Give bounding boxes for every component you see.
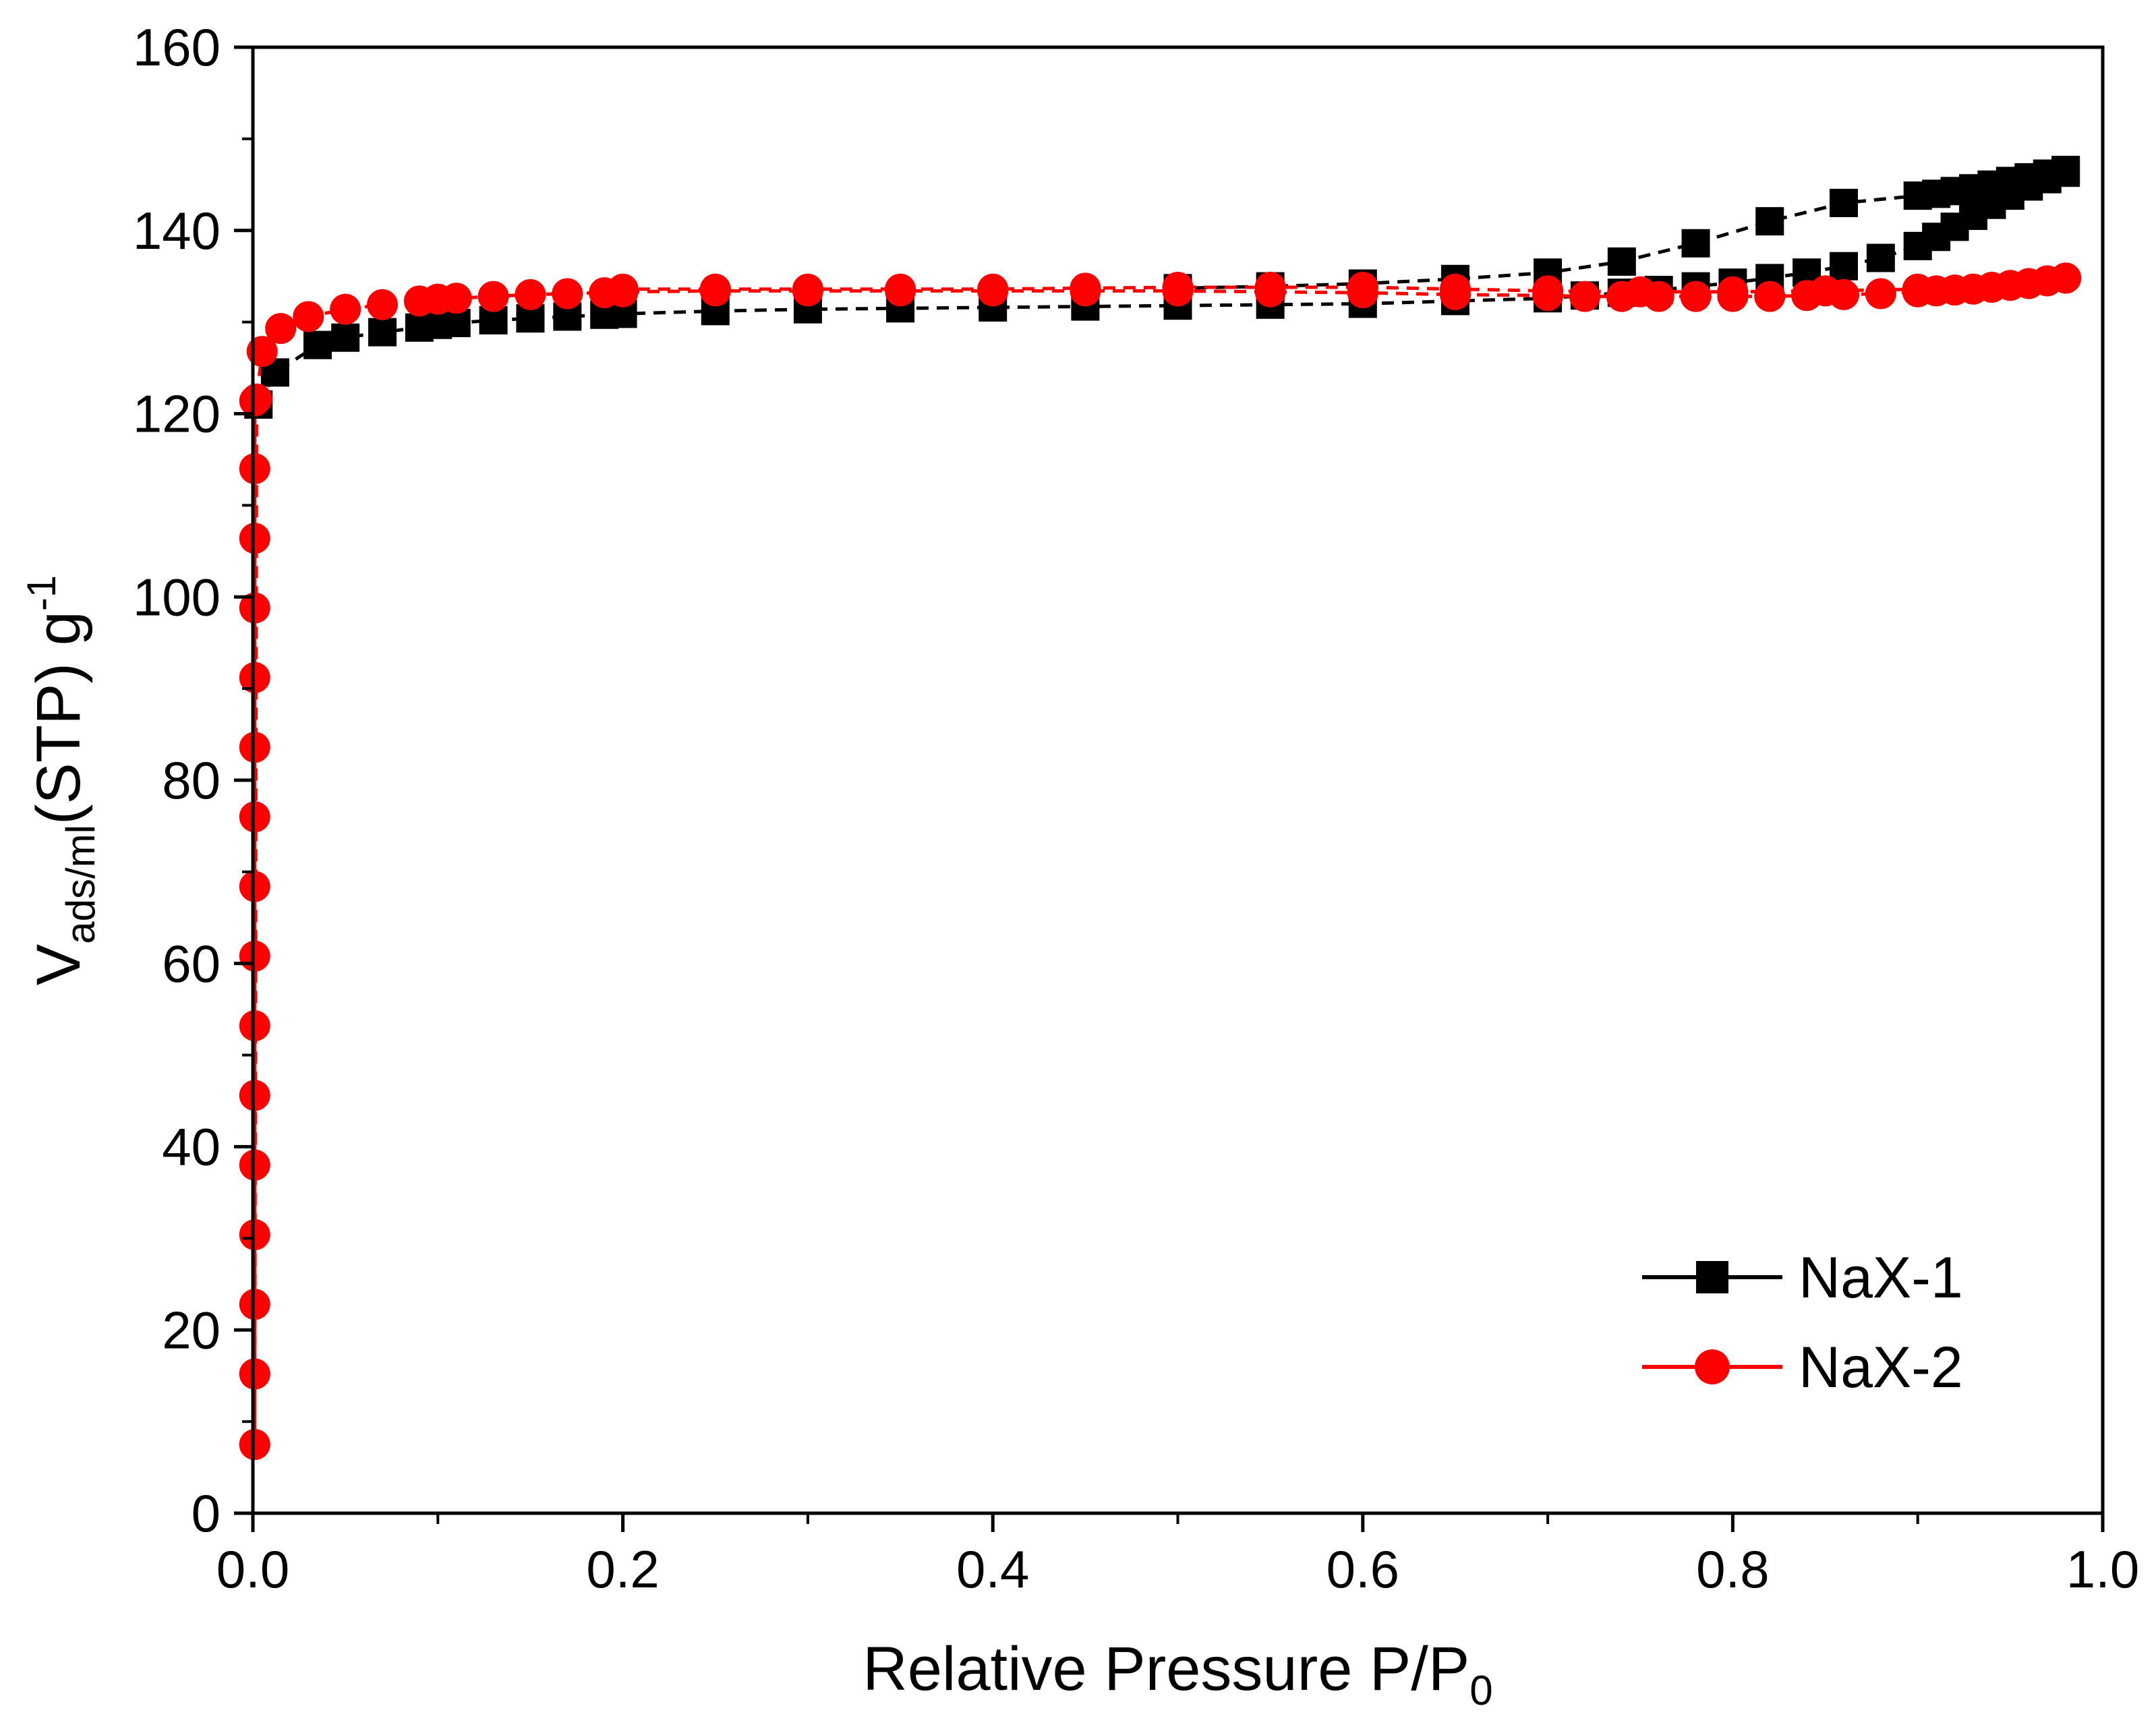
y-axis-title-rest: (STP) g xyxy=(24,611,93,825)
nax-1-desorption-point xyxy=(1903,181,1932,210)
nax-2-adsorption-point xyxy=(1569,281,1600,312)
nax-1-adsorption-point xyxy=(1829,252,1858,281)
nax-2-adsorption-point xyxy=(239,523,270,554)
nax-2-desorption-point xyxy=(885,273,916,305)
nax-2-adsorption-point xyxy=(241,383,272,415)
legend-marker-nax-1 xyxy=(1696,1261,1728,1293)
y-tick-label: 0 xyxy=(192,1484,221,1543)
nax-2-adsorption-point xyxy=(239,662,270,693)
nax-2-adsorption-point xyxy=(239,1289,270,1320)
x-tick-label: 1.0 xyxy=(2066,1540,2139,1599)
legend-label-nax-2: NaX-2 xyxy=(1799,1335,1963,1400)
nax-1-adsorption-point xyxy=(331,323,360,352)
nax-2-desorption-point xyxy=(1532,275,1564,307)
nax-1-adsorption-point xyxy=(303,330,332,359)
nax-2-desorption-point xyxy=(699,273,731,305)
x-axis-title: Relative Pressure P/P0 xyxy=(863,1635,1492,1714)
nax-2-adsorption-point xyxy=(1754,281,1786,312)
y-tick-label: 120 xyxy=(133,384,221,444)
x-axis-ticks: 0.0 0.2 0.4 0.6 0.8 1.0 xyxy=(216,1513,2139,1599)
nax-2-adsorption-point xyxy=(239,871,270,902)
x-tick-label: 0.0 xyxy=(216,1540,289,1599)
x-axis-title-subscript: 0 xyxy=(1469,1668,1492,1714)
nax-2-adsorption-point xyxy=(265,313,297,345)
nax-2-adsorption-point xyxy=(239,1429,270,1461)
nax-2-adsorption-point xyxy=(239,732,270,763)
nax-2-adsorption-point xyxy=(552,278,583,310)
nax-2-adsorption-point xyxy=(239,1149,270,1181)
nax-2-desorption-point xyxy=(1162,271,1194,303)
nax-2-desorption-point xyxy=(1902,273,1933,305)
nax-2-adsorption-point xyxy=(440,283,472,314)
series-markers xyxy=(239,156,2082,1461)
nax-1-desorption-point xyxy=(1681,229,1710,258)
y-tick-label: 40 xyxy=(162,1117,221,1177)
nax-2-adsorption-point xyxy=(1680,281,1712,312)
nax-2-adsorption-point xyxy=(477,281,509,312)
legend-label-nax-1: NaX-1 xyxy=(1799,1246,1963,1310)
nax-2-adsorption-point xyxy=(239,1010,270,1042)
y-tick-label: 60 xyxy=(162,934,221,993)
x-axis-title-main: Relative Pressure P/P xyxy=(863,1635,1469,1703)
legend: NaX-1 NaX-2 xyxy=(1642,1246,1963,1400)
x-tick-label: 0.4 xyxy=(956,1540,1029,1599)
nax-2-adsorption-point xyxy=(239,801,270,833)
nax-2-desorption-point xyxy=(1809,275,1841,307)
legend-marker-nax-2 xyxy=(1695,1349,1730,1384)
nax-2-desorption-point xyxy=(607,273,639,305)
nax-2-adsorption-point xyxy=(515,279,546,310)
nax-1-desorption-point xyxy=(1607,247,1636,276)
nax-1-adsorption-point xyxy=(368,318,397,347)
nax-2-adsorption-point xyxy=(239,940,270,972)
nax-2-adsorption-point xyxy=(239,1358,270,1390)
nax-2-desorption-point xyxy=(1717,276,1749,307)
y-tick-label: 100 xyxy=(133,567,221,626)
x-tick-label: 0.8 xyxy=(1696,1540,1769,1599)
y-tick-label: 140 xyxy=(133,201,221,260)
nax-2-desorption-point xyxy=(792,273,823,305)
nax-2-desorption-point xyxy=(977,273,1009,305)
nax-2-adsorption-point xyxy=(239,1080,270,1111)
nax-2-adsorption-point xyxy=(293,301,324,332)
y-tick-label: 80 xyxy=(162,751,221,810)
nax-2-desorption-point xyxy=(1439,273,1471,305)
nax-2-desorption-point xyxy=(1070,272,1101,304)
nax-2-desorption-point xyxy=(1254,271,1286,303)
nax-2-adsorption-point xyxy=(239,1219,270,1250)
y-tick-label: 160 xyxy=(133,18,221,77)
nax-2-adsorption-point xyxy=(239,592,270,624)
y-tick-label: 20 xyxy=(162,1300,221,1359)
nax-2-adsorption-point xyxy=(367,289,399,320)
y-axis-title-superscript: -1 xyxy=(19,575,64,611)
nax-1-adsorption-point xyxy=(1866,243,1895,272)
x-tick-label: 0.2 xyxy=(586,1540,659,1599)
nax-2-desorption-point xyxy=(2050,262,2082,294)
nax-1-desorption-point xyxy=(1755,207,1784,236)
nax-2-desorption-point xyxy=(1625,276,1656,307)
nax-2-adsorption-point xyxy=(330,293,361,325)
y-axis-title-main: V xyxy=(24,944,93,985)
nax-2-desorption-point xyxy=(1347,271,1378,303)
nax-1-desorption-point xyxy=(1829,188,1858,217)
nax-2-adsorption-point xyxy=(239,453,270,485)
nax-2-adsorption-point xyxy=(1865,278,1896,310)
nax-1-desorption-line xyxy=(1177,168,2066,290)
y-axis-title: Vads/ml(STP) g-1 xyxy=(19,575,103,985)
y-axis-title-subscript: ads/ml xyxy=(58,825,103,944)
y-axis-ticks: 0 20 40 60 80 100 120 140 160 xyxy=(133,18,253,1543)
x-tick-label: 0.6 xyxy=(1327,1540,1399,1599)
